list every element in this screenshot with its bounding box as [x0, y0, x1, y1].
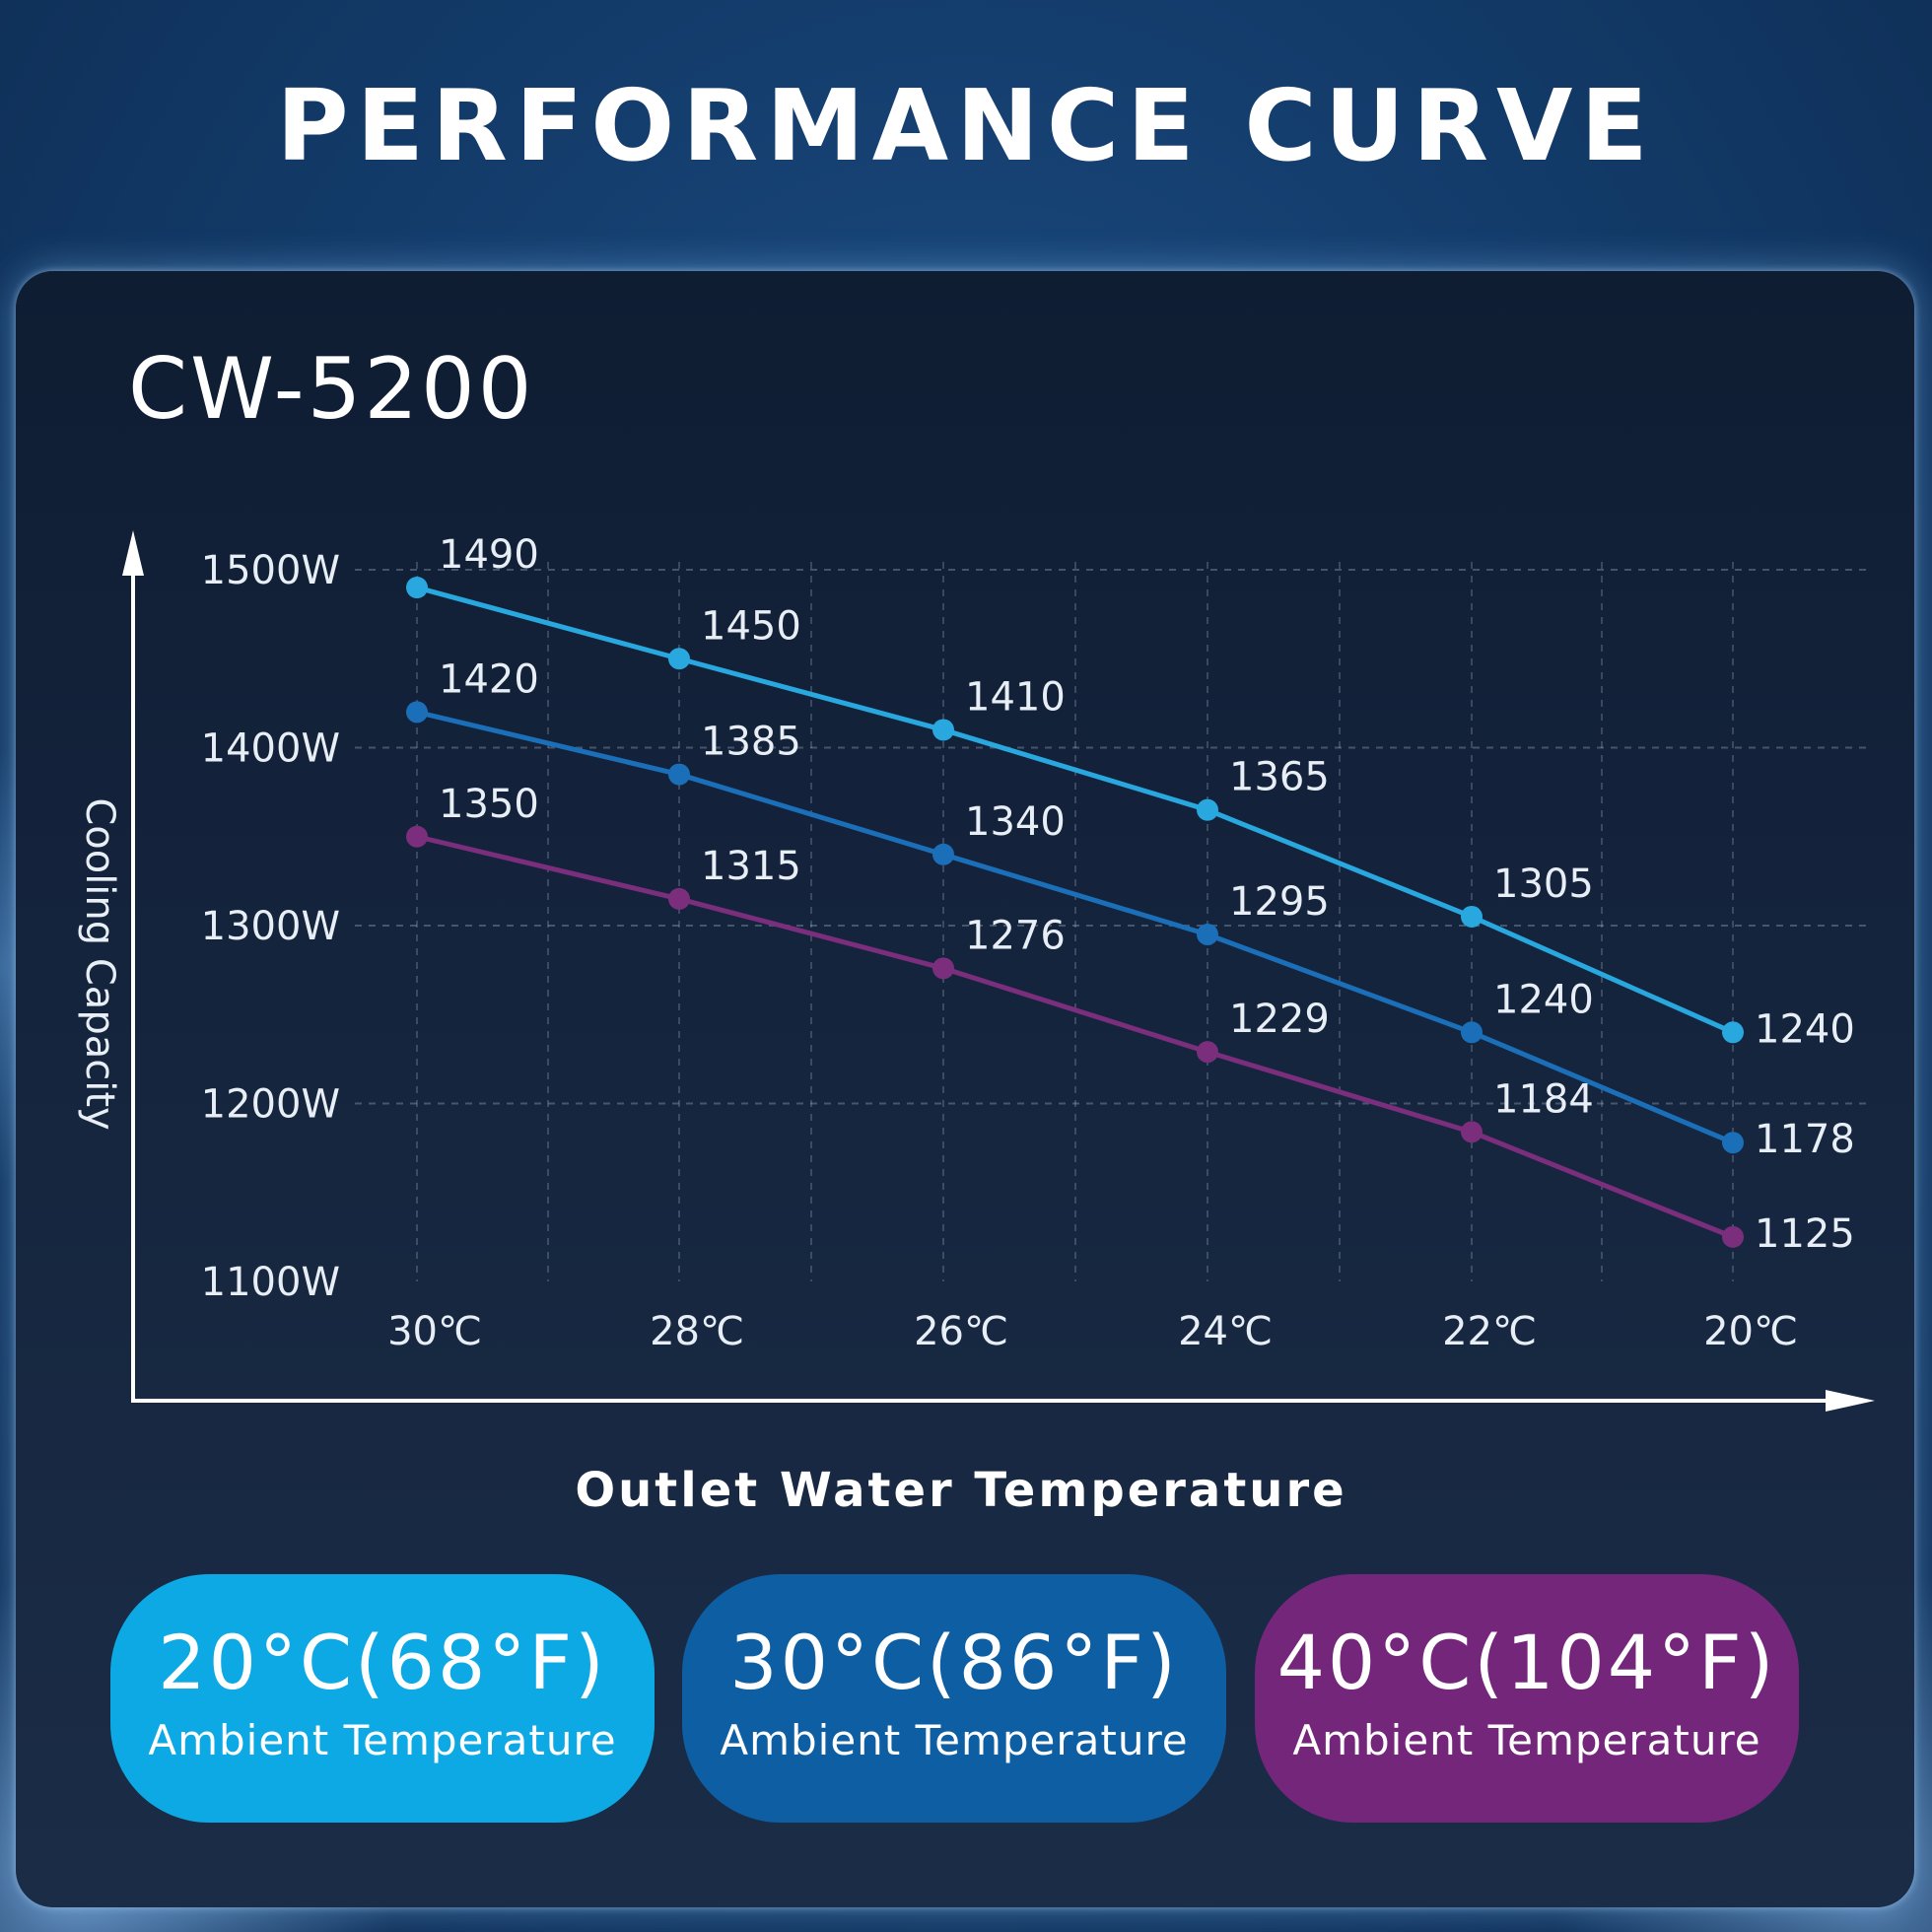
- data-point: [932, 719, 954, 741]
- legend-temp: 30°C(86°F): [729, 1619, 1179, 1706]
- data-label: 1385: [701, 720, 801, 765]
- data-point: [406, 825, 428, 848]
- data-label: 1365: [1229, 755, 1330, 800]
- data-label: 1184: [1493, 1076, 1594, 1122]
- data-point: [1197, 924, 1218, 946]
- chart-grid: [355, 562, 1868, 1281]
- page-title: PERFORMANCE CURVE: [276, 68, 1656, 183]
- y-axis-label: Cooling Capacity: [77, 797, 122, 1130]
- data-point: [1722, 1132, 1744, 1154]
- legend-subtitle: Ambient Temperature: [1292, 1716, 1761, 1764]
- y-axis-arrow: [122, 530, 144, 576]
- data-label: 1450: [701, 603, 801, 649]
- data-point: [668, 648, 690, 670]
- legend-temp: 20°C(68°F): [158, 1619, 607, 1706]
- data-point: [932, 843, 954, 865]
- y-tick-labels: 1500W 1400W 1300W 1200W 1100W: [201, 548, 340, 1305]
- legend-ambient-40: 40°C(104°F) Ambient Temperature: [1255, 1574, 1799, 1823]
- data-label: 1178: [1755, 1117, 1855, 1162]
- legend-subtitle: Ambient Temperature: [148, 1716, 617, 1764]
- data-label: 1350: [439, 782, 539, 827]
- series-line: [416, 585, 1735, 1035]
- legend-subtitle: Ambient Temperature: [720, 1716, 1189, 1764]
- x-tick-label: 30℃: [387, 1309, 482, 1354]
- data-label: 1410: [965, 674, 1066, 720]
- data-label: 1295: [1229, 879, 1330, 925]
- series-line: [416, 834, 1734, 1240]
- series-2: 1420 1385 1340 1295 1240 1178: [406, 656, 1855, 1162]
- model-name: CW-5200: [128, 340, 535, 439]
- data-label: 1240: [1755, 1006, 1855, 1052]
- x-axis-label: Outlet Water Temperature: [575, 1463, 1346, 1518]
- x-tick-label: 20℃: [1703, 1309, 1798, 1354]
- chart-axes: [122, 530, 1875, 1412]
- data-point: [406, 577, 428, 599]
- data-label: 1490: [439, 532, 539, 578]
- y-tick-label: 1500W: [201, 548, 340, 593]
- series-1: 1490 1450 1410 1365 1305 1240: [406, 532, 1855, 1052]
- data-label: 1340: [965, 799, 1066, 845]
- x-tick-label: 28℃: [650, 1309, 744, 1354]
- legend-ambient-30: 30°C(86°F) Ambient Temperature: [682, 1574, 1226, 1823]
- data-point: [1722, 1021, 1744, 1044]
- data-point: [1461, 905, 1483, 928]
- data-point: [932, 957, 954, 980]
- data-label: 1229: [1229, 997, 1330, 1042]
- x-axis-arrow: [1826, 1390, 1875, 1412]
- x-tick-label: 24℃: [1178, 1309, 1273, 1354]
- y-tick-label: 1400W: [201, 726, 340, 772]
- series-3: 1350 1315 1276 1229 1184 1125: [406, 782, 1855, 1257]
- data-label: 1276: [965, 913, 1066, 958]
- legend-temp: 40°C(104°F): [1276, 1619, 1777, 1706]
- data-label: 1420: [439, 656, 539, 702]
- legend-ambient-20: 20°C(68°F) Ambient Temperature: [110, 1574, 655, 1823]
- data-point: [668, 763, 690, 786]
- data-label: 1315: [701, 844, 801, 889]
- data-label: 1240: [1493, 977, 1594, 1022]
- data-point: [1197, 1041, 1218, 1064]
- data-point: [1197, 798, 1218, 821]
- data-point: [668, 887, 690, 910]
- x-tick-label: 22℃: [1442, 1309, 1537, 1354]
- data-label: 1305: [1493, 862, 1594, 907]
- chart-series: 1490 1450 1410 1365 1305 1240 1420 1385 1340 1295…: [406, 532, 1855, 1257]
- y-tick-label: 1200W: [201, 1082, 340, 1128]
- y-tick-label: 1100W: [201, 1260, 340, 1305]
- series-line: [416, 709, 1734, 1145]
- y-tick-label: 1300W: [201, 904, 340, 949]
- data-point: [1722, 1225, 1744, 1248]
- data-label: 1125: [1755, 1211, 1855, 1257]
- x-tick-label: 26℃: [914, 1309, 1008, 1354]
- data-point: [1461, 1121, 1483, 1143]
- data-point: [406, 701, 428, 724]
- data-point: [1461, 1021, 1483, 1044]
- x-tick-labels: 30℃ 28℃ 26℃ 24℃ 22℃ 20℃: [387, 1309, 1798, 1354]
